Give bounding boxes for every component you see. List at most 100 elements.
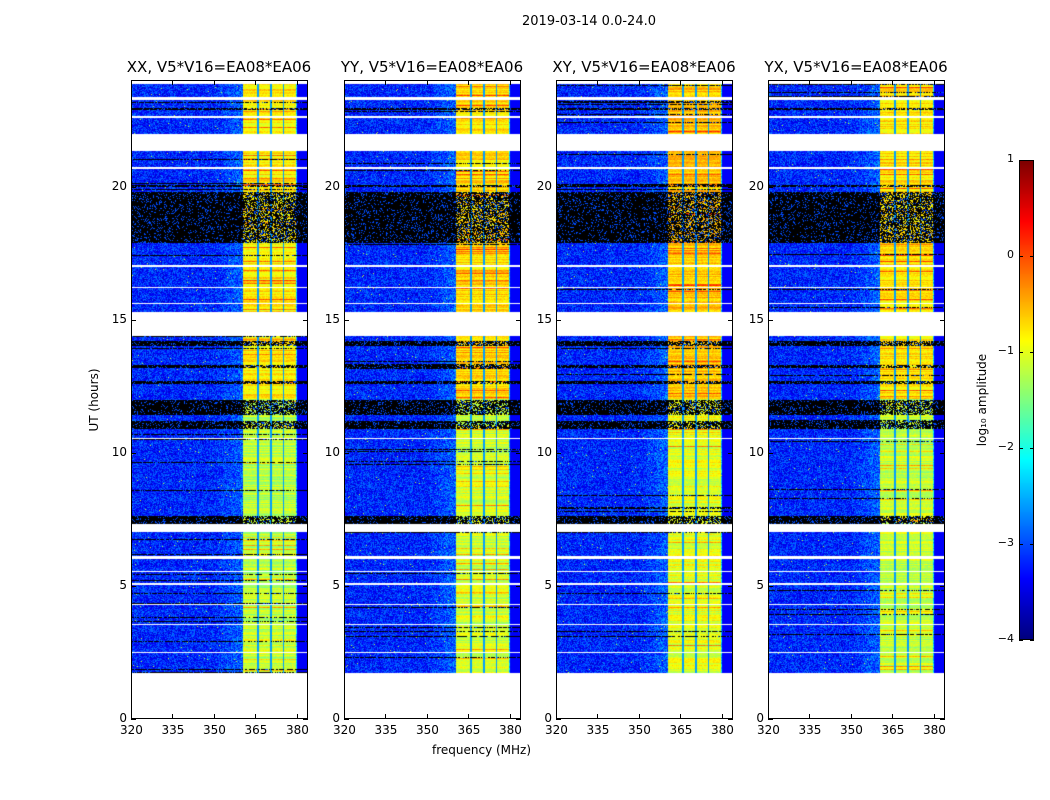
x-tick-mark [509, 80, 511, 85]
y-tick-mark [303, 585, 308, 587]
x-tick-mark [680, 80, 682, 85]
x-tick-mark [296, 714, 298, 719]
x-tick-mark [172, 714, 174, 719]
x-axis-label: frequency (MHz) [432, 743, 532, 757]
x-tick-label: 320 [333, 723, 356, 737]
y-tick-mark [940, 319, 945, 321]
figure-title: 2019-03-14 0.0-24.0 [522, 14, 656, 29]
x-tick-mark [933, 80, 935, 85]
colorbar-label: log₁₀ amplitude [975, 353, 989, 447]
x-tick-mark [680, 714, 682, 719]
y-tick-mark [940, 585, 945, 587]
x-tick-label: 335 [586, 723, 610, 737]
y-axis-label: UT (hours) [87, 368, 101, 432]
y-tick-mark [344, 719, 349, 720]
y-tick-mark [516, 585, 521, 587]
y-tick-mark [516, 719, 521, 720]
y-tick-mark [303, 186, 308, 188]
x-tick-label: 365 [244, 723, 268, 737]
x-tick-mark [850, 80, 852, 85]
y-tick-label: 0 [756, 711, 764, 725]
colorbar-tick-mark [1030, 160, 1034, 161]
x-tick-label: 320 [120, 723, 143, 737]
y-tick-mark [556, 585, 561, 587]
y-tick-label: 5 [544, 577, 552, 592]
x-tick-mark [809, 714, 811, 719]
colorbar-tick-mark [1019, 544, 1023, 545]
y-tick-mark [768, 585, 773, 587]
panel-title: XX, V5*V16=EA08*EA06 [126, 58, 312, 76]
y-tick-mark [131, 585, 136, 587]
x-tick-mark [344, 714, 345, 719]
y-tick-label: 10 [111, 444, 127, 459]
y-tick-mark [516, 319, 521, 321]
colorbar-tick-mark [1019, 160, 1023, 161]
heatmap-panel [344, 80, 521, 719]
y-tick-mark [131, 719, 136, 720]
x-tick-mark [468, 80, 470, 85]
x-tick-mark [426, 714, 428, 719]
x-tick-mark [296, 80, 298, 85]
colorbar-tick-mark [1030, 544, 1034, 545]
y-tick-label: 5 [756, 577, 764, 592]
y-tick-mark [728, 585, 733, 587]
x-tick-mark [597, 714, 599, 719]
x-tick-mark [556, 80, 557, 85]
colorbar-tick-label: 1 [1007, 152, 1014, 165]
x-tick-mark [385, 714, 387, 719]
x-tick-label: 365 [881, 723, 905, 737]
x-tick-label: 365 [457, 723, 481, 737]
y-tick-label: 20 [748, 178, 764, 193]
y-tick-mark [131, 452, 136, 454]
x-tick-mark [721, 80, 723, 85]
x-tick-mark [255, 80, 257, 85]
y-tick-mark [556, 319, 561, 321]
x-tick-label: 320 [757, 723, 780, 737]
y-tick-label: 0 [332, 711, 340, 725]
y-tick-mark [728, 452, 733, 454]
y-tick-mark [303, 719, 308, 720]
heatmap-image [132, 81, 307, 718]
x-tick-label: 365 [669, 723, 693, 737]
x-tick-mark [509, 714, 511, 719]
colorbar-tick-mark [1019, 352, 1023, 353]
y-tick-label: 15 [111, 311, 127, 326]
x-tick-mark [131, 714, 132, 719]
heatmap-panel [556, 80, 733, 719]
y-tick-label: 20 [111, 178, 127, 193]
x-tick-mark [556, 714, 557, 719]
x-tick-label: 335 [798, 723, 822, 737]
x-tick-mark [721, 714, 723, 719]
y-tick-mark [344, 585, 349, 587]
colorbar-tick-label: −2 [997, 440, 1014, 453]
x-tick-mark [255, 714, 257, 719]
y-tick-mark [303, 452, 308, 454]
x-tick-label: 380 [710, 723, 734, 737]
heatmap-image [769, 81, 944, 718]
x-tick-mark [172, 80, 174, 85]
heatmap-panel [131, 80, 308, 719]
heatmap-image [557, 81, 732, 718]
panel-title: YX, V5*V16=EA08*EA06 [764, 58, 948, 76]
y-tick-mark [344, 319, 349, 321]
x-tick-mark [213, 714, 215, 719]
y-tick-mark [344, 186, 349, 188]
y-tick-mark [940, 186, 945, 188]
x-tick-label: 335 [161, 723, 185, 737]
x-tick-mark [385, 80, 387, 85]
y-tick-label: 20 [536, 178, 552, 193]
x-tick-label: 350 [202, 723, 226, 737]
x-tick-label: 320 [545, 723, 568, 737]
x-tick-mark [768, 714, 769, 719]
colorbar [1019, 160, 1034, 640]
y-tick-mark [516, 452, 521, 454]
y-tick-label: 15 [748, 311, 764, 326]
y-tick-mark [303, 319, 308, 321]
x-tick-label: 350 [627, 723, 651, 737]
x-tick-mark [892, 80, 894, 85]
colorbar-tick-mark [1019, 256, 1023, 257]
y-tick-label: 10 [748, 444, 764, 459]
y-tick-mark [556, 186, 561, 188]
panel-title: YY, V5*V16=EA08*EA06 [340, 58, 524, 76]
